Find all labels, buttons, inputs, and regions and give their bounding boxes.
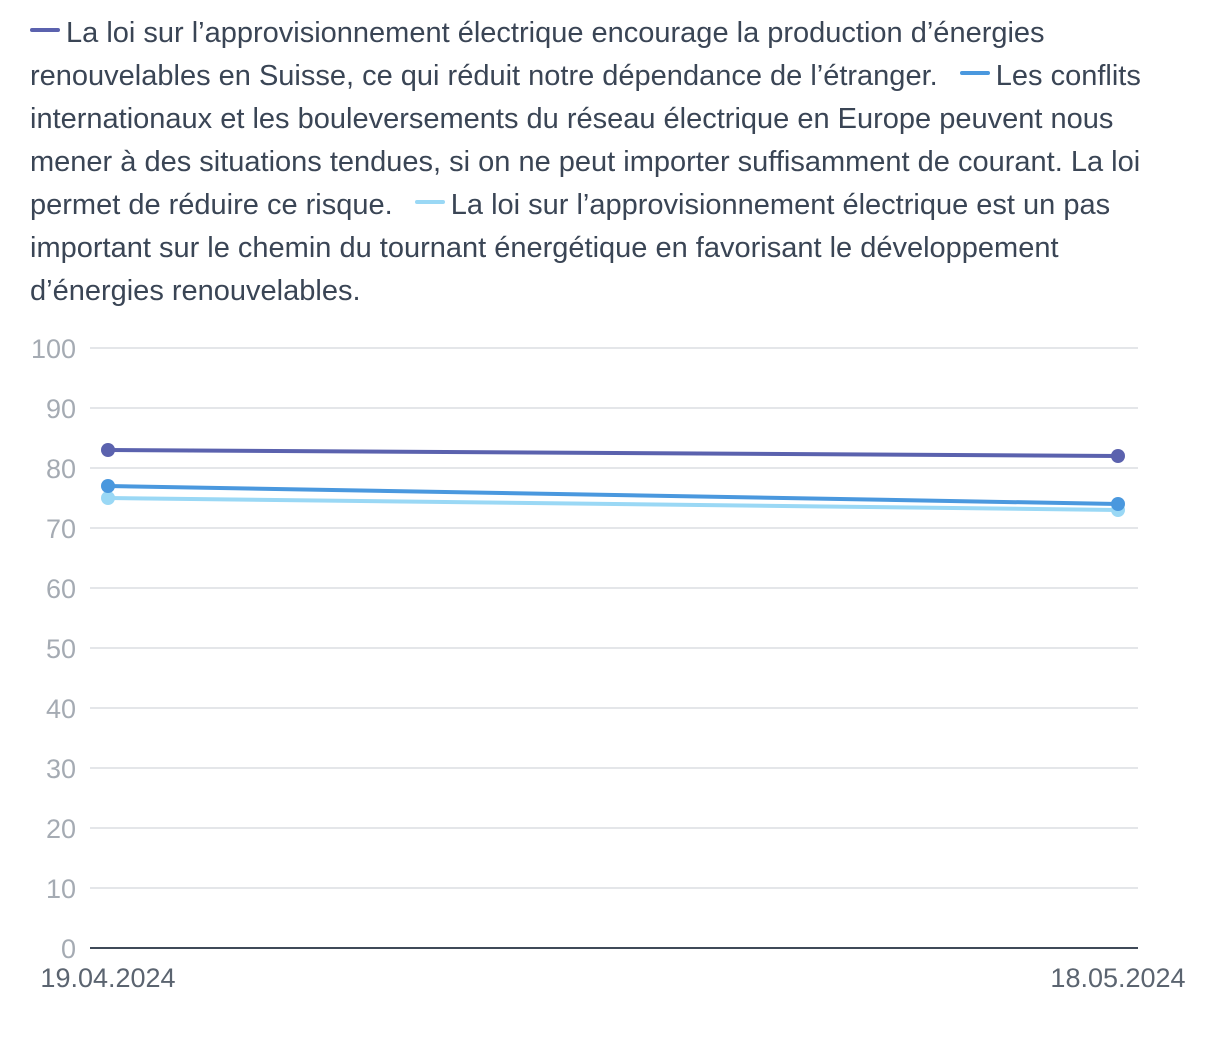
y-tick-label-10: 10	[46, 874, 76, 904]
y-tick-label-80: 80	[46, 454, 76, 484]
data-point-s1-0	[101, 443, 115, 457]
legend-swatch-1	[30, 28, 60, 33]
y-tick-label-90: 90	[46, 394, 76, 424]
legend-swatch-3	[414, 200, 445, 205]
chart-legend: La loi sur l’approvisionnement électriqu…	[30, 12, 1200, 313]
y-tick-label-20: 20	[46, 814, 76, 844]
y-tick-label-30: 30	[46, 754, 76, 784]
series-line-3	[106, 496, 1120, 512]
series-line-1	[106, 448, 1120, 458]
data-point-s2-0	[101, 479, 115, 493]
data-point-s3-0	[101, 491, 115, 505]
y-tick-label-50: 50	[46, 634, 76, 664]
y-tick-label-40: 40	[46, 694, 76, 724]
legend-label-1: La loi sur l’approvisionnement électriqu…	[30, 17, 1045, 92]
y-tick-label-60: 60	[46, 574, 76, 604]
x-tick-label-0: 19.04.2024	[40, 963, 175, 993]
legend-item-3[interactable]: La loi sur l’approvisionnement électriqu…	[30, 189, 1110, 307]
x-tick-label-1: 18.05.2024	[1050, 963, 1185, 993]
legend-label-2: Les conflits internationaux et les boule…	[30, 60, 1141, 221]
legend-item-2[interactable]: Les conflits internationaux et les boule…	[30, 60, 1141, 221]
legend-swatch-2	[959, 71, 990, 76]
data-point-s1-1	[1111, 449, 1125, 463]
legend-item-1[interactable]: La loi sur l’approvisionnement électriqu…	[30, 17, 1045, 92]
y-tick-label-0: 0	[61, 934, 76, 964]
legend-label-3: La loi sur l’approvisionnement électriqu…	[30, 189, 1111, 307]
series-line-2	[106, 484, 1120, 506]
y-tick-label-70: 70	[46, 514, 76, 544]
data-point-s2-1	[1111, 497, 1125, 511]
y-tick-label-100: 100	[31, 334, 76, 364]
